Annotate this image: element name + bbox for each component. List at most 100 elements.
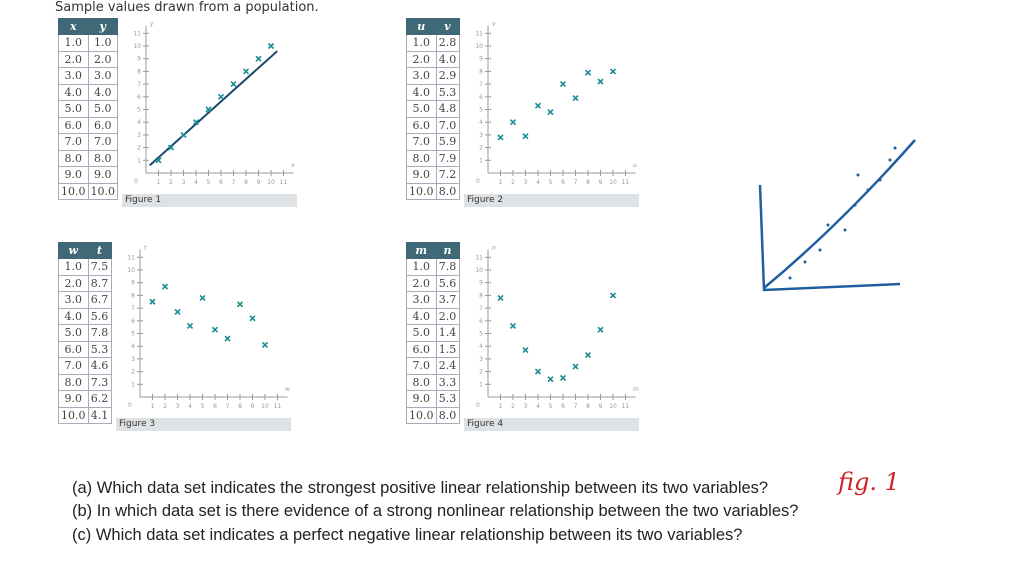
y-cell: 2.0 xyxy=(435,307,460,325)
table-row: 3.0 2.9 xyxy=(406,67,460,85)
x-cell: 5.0 xyxy=(58,100,89,118)
y-cell: 5.6 xyxy=(435,274,460,292)
x-tick-label: 11 xyxy=(622,403,630,410)
table-row: 1.0 1.0 xyxy=(58,34,118,52)
x-tick-label: 1 xyxy=(499,403,503,410)
x-tick-label: 9 xyxy=(257,179,261,186)
x-cell: 8.0 xyxy=(58,373,89,391)
data-point xyxy=(609,292,617,299)
col-header-x: x xyxy=(58,18,89,35)
data-point xyxy=(509,322,517,329)
x-tick-label: 5 xyxy=(549,403,553,410)
data-table: x y 1.0 1.0 2.0 2.0 3.0 3.0 4.0 4.0 5.0 5.0 6.0 6.0 7.… xyxy=(58,18,118,200)
x-tick-label: 9 xyxy=(599,179,603,186)
y-cell: 7.2 xyxy=(435,166,460,184)
figure-1-panel: x y 1.0 1.0 2.0 2.0 3.0 3.0 4.0 4.0 5.0 5.0 6.0 6.0 7.… xyxy=(58,18,298,213)
y-tick-label: 6 xyxy=(479,94,483,101)
x-tick-label: 6 xyxy=(561,179,565,186)
x-tick-label: 2 xyxy=(511,179,515,186)
y-tick-label: 11 xyxy=(127,254,135,261)
y-tick-label: 3 xyxy=(137,132,141,139)
y-tick-label: 5 xyxy=(137,107,141,114)
y-tick-label: 9 xyxy=(137,56,141,63)
origin-label: 0 xyxy=(128,402,132,409)
y-tick-label: 2 xyxy=(479,145,483,152)
figure-caption: Figure 4 xyxy=(464,418,639,431)
y-tick-label: 11 xyxy=(133,30,141,37)
x-tick-label: 6 xyxy=(213,403,217,410)
table-row: 2.0 2.0 xyxy=(58,50,118,68)
hand-sketch xyxy=(758,139,916,292)
data-table: w t 1.0 7.5 2.0 8.7 3.0 6.7 4.0 5.6 5.0 7.8 6.0 5.3 7.… xyxy=(58,242,112,424)
y-cell: 2.9 xyxy=(435,67,460,85)
y-cell: 1.4 xyxy=(435,324,460,342)
table-row: 1.0 7.5 xyxy=(58,258,112,276)
x-cell: 1.0 xyxy=(58,34,89,52)
table-row: 7.0 7.0 xyxy=(58,133,118,151)
y-tick-label: 9 xyxy=(479,56,483,63)
x-tick-label: 2 xyxy=(169,179,173,186)
data-point xyxy=(534,102,542,109)
x-cell: 7.0 xyxy=(58,133,89,151)
y-cell: 3.0 xyxy=(87,67,118,85)
y-cell: 6.0 xyxy=(87,116,118,134)
y-tick-label: 10 xyxy=(475,267,483,274)
data-point xyxy=(534,368,542,375)
table-row: 6.0 5.3 xyxy=(58,340,112,358)
header-text: Sample values drawn from a population. xyxy=(55,0,319,15)
y-cell: 8.7 xyxy=(87,274,112,292)
x-tick-label: 7 xyxy=(574,403,578,410)
x-tick-label: 2 xyxy=(163,403,167,410)
data-point xyxy=(180,131,187,138)
y-cell: 4.8 xyxy=(435,100,460,118)
x-cell: 5.0 xyxy=(58,324,89,342)
x-tick-label: 1 xyxy=(157,179,161,186)
x-tick-label: 5 xyxy=(549,179,553,186)
y-cell: 7.3 xyxy=(87,373,112,391)
table-row: 7.0 5.9 xyxy=(406,133,460,151)
y-cell: 7.8 xyxy=(435,258,460,276)
sketch-line xyxy=(763,139,916,289)
y-tick-label: 4 xyxy=(479,119,483,126)
y-tick-label: 11 xyxy=(475,30,483,37)
x-tick-label: 3 xyxy=(524,179,528,186)
figure-2-panel: u v 1.0 2.8 2.0 4.0 3.0 2.9 4.0 5.3 5.0 4.8 6.0 7.0 7.… xyxy=(406,18,646,213)
data-point xyxy=(584,352,592,359)
x-axis-label: w xyxy=(285,386,290,393)
y-cell: 2.8 xyxy=(435,34,460,52)
y-cell: 10.0 xyxy=(87,182,118,200)
x-cell: 8.0 xyxy=(406,149,437,167)
x-tick-label: 9 xyxy=(251,403,255,410)
x-cell: 3.0 xyxy=(58,67,89,85)
y-cell: 9.0 xyxy=(87,166,118,184)
x-cell: 9.0 xyxy=(58,390,89,408)
table-row: 10.0 4.1 xyxy=(58,406,112,424)
y-tick-label: 1 xyxy=(131,381,135,388)
table-row: 6.0 6.0 xyxy=(58,116,118,134)
x-cell: 6.0 xyxy=(406,116,437,134)
handwritten-answer: fig. 1 xyxy=(838,468,900,496)
x-tick-label: 8 xyxy=(586,179,590,186)
x-cell: 8.0 xyxy=(58,149,89,167)
x-cell: 9.0 xyxy=(58,166,89,184)
y-tick-label: 2 xyxy=(137,145,141,152)
x-cell: 1.0 xyxy=(58,258,89,276)
x-tick-label: 11 xyxy=(274,403,282,410)
data-point xyxy=(205,106,212,113)
x-tick-label: 11 xyxy=(622,179,630,186)
x-tick-label: 11 xyxy=(280,179,288,186)
y-cell: 4.1 xyxy=(87,406,112,424)
table-row: 6.0 1.5 xyxy=(406,340,460,358)
table-row: 10.0 8.0 xyxy=(406,182,460,200)
data-point xyxy=(236,301,244,308)
data-point xyxy=(572,95,579,102)
y-tick-label: 10 xyxy=(127,267,135,274)
y-cell: 7.5 xyxy=(87,258,112,276)
figure-3-panel: w t 1.0 7.5 2.0 8.7 3.0 6.7 4.0 5.6 5.0 7.8 6.0 5.3 7.… xyxy=(58,242,298,437)
table-row: 9.0 7.2 xyxy=(406,166,460,184)
col-header-x: m xyxy=(406,242,437,259)
data-point xyxy=(609,68,617,75)
data-point xyxy=(572,363,579,370)
x-axis-label: x xyxy=(290,162,295,169)
